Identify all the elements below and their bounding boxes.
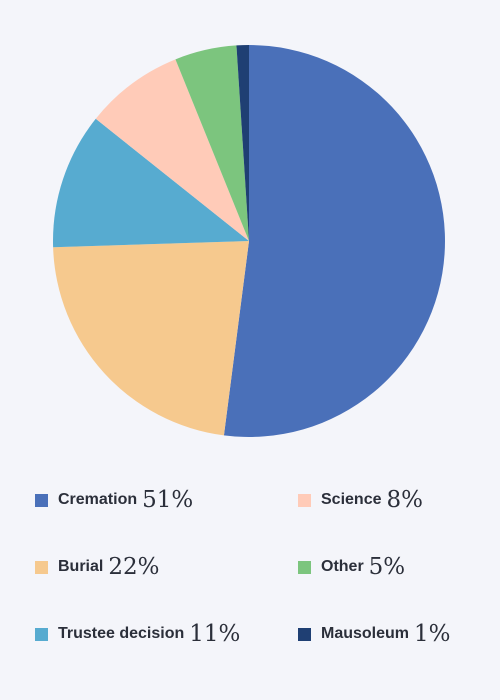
legend-swatch-burial xyxy=(35,560,48,574)
legend-value-burial: 22% xyxy=(108,554,160,580)
legend-label-trustee-decision: Trustee decision xyxy=(58,625,185,642)
legend-swatch-trustee-decision xyxy=(35,627,48,641)
legend-label-mausoleum: Mausoleum xyxy=(321,625,410,642)
pie-slice-burial xyxy=(53,241,249,436)
legend-label-other: Other xyxy=(321,558,364,575)
pie-slice-trustee-decision xyxy=(53,118,249,248)
pie-slice-other xyxy=(175,45,249,241)
legend-item-mausoleum: Mausoleum 1% xyxy=(298,619,451,649)
legend-value-other: 5% xyxy=(368,554,406,580)
legend-item-other: Other 5% xyxy=(298,552,405,582)
legend-swatch-mausoleum xyxy=(298,627,311,641)
legend-swatch-science xyxy=(298,493,311,507)
legend-label-burial: Burial xyxy=(58,558,104,575)
pie-slice-science xyxy=(95,59,249,242)
legend-item-trustee-decision: Trustee decision 11% xyxy=(35,619,240,649)
legend-value-cremation: 51% xyxy=(142,487,194,513)
legend-value-trustee-decision: 11% xyxy=(189,621,241,647)
legend-label-science: Science xyxy=(321,491,382,508)
legend-swatch-cremation xyxy=(35,493,48,507)
legend-value-science: 8% xyxy=(386,487,423,513)
legend-item-cremation: Cremation 51% xyxy=(35,485,193,515)
pie-slice-cremation xyxy=(223,45,445,437)
legend-label-cremation: Cremation xyxy=(58,491,138,508)
legend-value-mausoleum: 1% xyxy=(414,621,451,647)
pie-chart xyxy=(53,45,445,437)
pie-slice-mausoleum xyxy=(236,45,249,241)
legend-item-burial: Burial 22% xyxy=(35,552,159,582)
legend-swatch-other xyxy=(298,560,311,574)
legend-item-science: Science 8% xyxy=(298,485,423,515)
